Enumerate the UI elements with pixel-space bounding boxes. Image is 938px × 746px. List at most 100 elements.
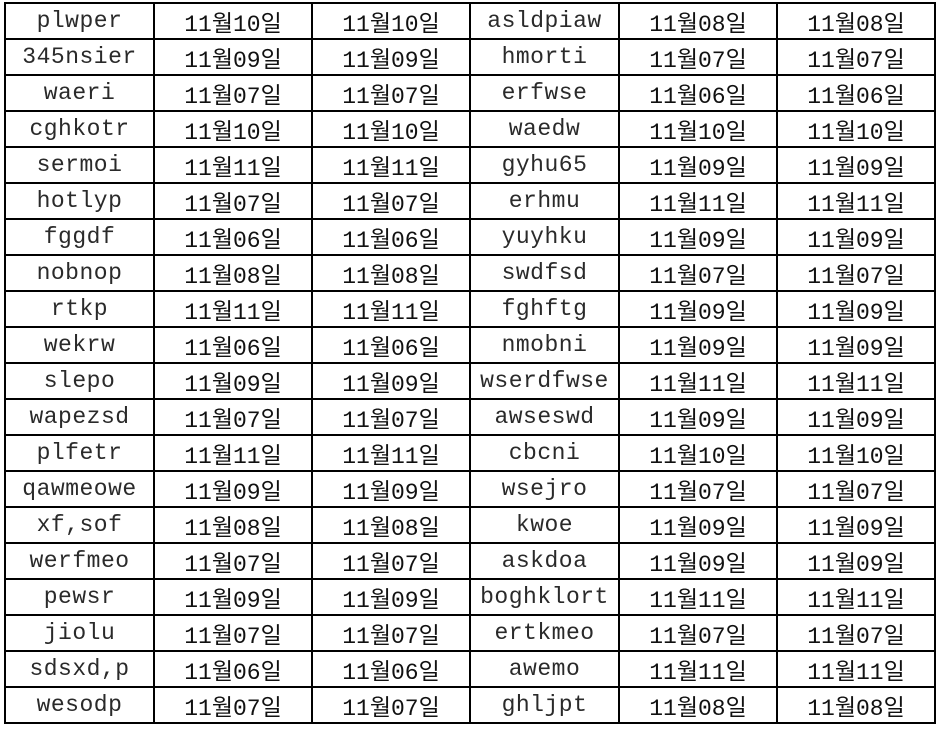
date-cell[interactable]: 11월09일 bbox=[776, 506, 936, 544]
date-cell[interactable]: 11월11일 bbox=[311, 434, 471, 472]
date-cell[interactable]: 11월09일 bbox=[153, 362, 313, 400]
date-cell[interactable]: 11월10일 bbox=[153, 110, 313, 148]
date-cell[interactable]: 11월11일 bbox=[311, 290, 471, 328]
date-cell[interactable]: 11월09일 bbox=[776, 542, 936, 580]
date-cell[interactable]: 11월11일 bbox=[776, 578, 936, 616]
date-cell[interactable]: 11월09일 bbox=[311, 470, 471, 508]
date-cell[interactable]: 11월09일 bbox=[618, 218, 778, 256]
name-cell[interactable]: gyhu65 bbox=[469, 146, 620, 184]
date-cell[interactable]: 11월06일 bbox=[776, 74, 936, 112]
date-cell[interactable]: 11월11일 bbox=[618, 182, 778, 220]
date-cell[interactable]: 11월09일 bbox=[311, 362, 471, 400]
date-cell[interactable]: 11월07일 bbox=[311, 182, 471, 220]
date-cell[interactable]: 11월06일 bbox=[618, 74, 778, 112]
date-cell[interactable]: 11월10일 bbox=[311, 110, 471, 148]
name-cell[interactable]: hotlyp bbox=[4, 182, 155, 220]
name-cell[interactable]: awseswd bbox=[469, 398, 620, 436]
date-cell[interactable]: 11월06일 bbox=[153, 326, 313, 364]
date-cell[interactable]: 11월09일 bbox=[776, 398, 936, 436]
date-cell[interactable]: 11월08일 bbox=[618, 686, 778, 724]
name-cell[interactable]: kwoe bbox=[469, 506, 620, 544]
name-cell[interactable]: cbcni bbox=[469, 434, 620, 472]
date-cell[interactable]: 11월07일 bbox=[618, 254, 778, 292]
date-cell[interactable]: 11월07일 bbox=[776, 38, 936, 76]
name-cell[interactable]: pewsr bbox=[4, 578, 155, 616]
date-cell[interactable]: 11월09일 bbox=[618, 146, 778, 184]
name-cell[interactable]: fghftg bbox=[469, 290, 620, 328]
date-cell[interactable]: 11월08일 bbox=[311, 254, 471, 292]
date-cell[interactable]: 11월11일 bbox=[153, 434, 313, 472]
name-cell[interactable]: ertkmeo bbox=[469, 614, 620, 652]
date-cell[interactable]: 11월07일 bbox=[153, 614, 313, 652]
name-cell[interactable]: wapezsd bbox=[4, 398, 155, 436]
date-cell[interactable]: 11월06일 bbox=[311, 650, 471, 688]
date-cell[interactable]: 11월09일 bbox=[618, 290, 778, 328]
name-cell[interactable]: xf,sof bbox=[4, 506, 155, 544]
date-cell[interactable]: 11월11일 bbox=[618, 578, 778, 616]
date-cell[interactable]: 11월08일 bbox=[311, 506, 471, 544]
name-cell[interactable]: swdfsd bbox=[469, 254, 620, 292]
date-cell[interactable]: 11월06일 bbox=[311, 218, 471, 256]
name-cell[interactable]: boghklort bbox=[469, 578, 620, 616]
date-cell[interactable]: 11월11일 bbox=[618, 362, 778, 400]
name-cell[interactable]: nobnop bbox=[4, 254, 155, 292]
name-cell[interactable]: yuyhku bbox=[469, 218, 620, 256]
name-cell[interactable]: wekrw bbox=[4, 326, 155, 364]
name-cell[interactable]: slepo bbox=[4, 362, 155, 400]
name-cell[interactable]: rtkp bbox=[4, 290, 155, 328]
name-cell[interactable]: jiolu bbox=[4, 614, 155, 652]
date-cell[interactable]: 11월07일 bbox=[153, 182, 313, 220]
date-cell[interactable]: 11월09일 bbox=[153, 470, 313, 508]
date-cell[interactable]: 11월07일 bbox=[311, 398, 471, 436]
name-cell[interactable]: cghkotr bbox=[4, 110, 155, 148]
date-cell[interactable]: 11월10일 bbox=[153, 2, 313, 40]
name-cell[interactable]: waedw bbox=[469, 110, 620, 148]
date-cell[interactable]: 11월07일 bbox=[153, 686, 313, 724]
date-cell[interactable]: 11월10일 bbox=[618, 434, 778, 472]
date-cell[interactable]: 11월09일 bbox=[618, 398, 778, 436]
name-cell[interactable]: nmobni bbox=[469, 326, 620, 364]
name-cell[interactable]: plfetr bbox=[4, 434, 155, 472]
date-cell[interactable]: 11월07일 bbox=[153, 398, 313, 436]
date-cell[interactable]: 11월10일 bbox=[776, 110, 936, 148]
date-cell[interactable]: 11월09일 bbox=[776, 218, 936, 256]
date-cell[interactable]: 11월09일 bbox=[311, 578, 471, 616]
name-cell[interactable]: wserdfwse bbox=[469, 362, 620, 400]
date-cell[interactable]: 11월06일 bbox=[311, 326, 471, 364]
date-cell[interactable]: 11월08일 bbox=[153, 254, 313, 292]
date-cell[interactable]: 11월11일 bbox=[776, 182, 936, 220]
date-cell[interactable]: 11월11일 bbox=[776, 362, 936, 400]
date-cell[interactable]: 11월07일 bbox=[618, 38, 778, 76]
date-cell[interactable]: 11월06일 bbox=[153, 218, 313, 256]
date-cell[interactable]: 11월07일 bbox=[776, 254, 936, 292]
name-cell[interactable]: fggdf bbox=[4, 218, 155, 256]
name-cell[interactable]: erhmu bbox=[469, 182, 620, 220]
date-cell[interactable]: 11월07일 bbox=[311, 686, 471, 724]
name-cell[interactable]: werfmeo bbox=[4, 542, 155, 580]
date-cell[interactable]: 11월07일 bbox=[153, 542, 313, 580]
date-cell[interactable]: 11월11일 bbox=[618, 650, 778, 688]
date-cell[interactable]: 11월07일 bbox=[776, 470, 936, 508]
date-cell[interactable]: 11월07일 bbox=[311, 542, 471, 580]
date-cell[interactable]: 11월09일 bbox=[618, 542, 778, 580]
name-cell[interactable]: asldpiaw bbox=[469, 2, 620, 40]
date-cell[interactable]: 11월08일 bbox=[153, 506, 313, 544]
date-cell[interactable]: 11월11일 bbox=[776, 650, 936, 688]
name-cell[interactable]: hmorti bbox=[469, 38, 620, 76]
date-cell[interactable]: 11월09일 bbox=[153, 38, 313, 76]
name-cell[interactable]: sermoi bbox=[4, 146, 155, 184]
date-cell[interactable]: 11월10일 bbox=[311, 2, 471, 40]
name-cell[interactable]: askdoa bbox=[469, 542, 620, 580]
date-cell[interactable]: 11월07일 bbox=[311, 74, 471, 112]
date-cell[interactable]: 11월07일 bbox=[618, 614, 778, 652]
name-cell[interactable]: erfwse bbox=[469, 74, 620, 112]
date-cell[interactable]: 11월09일 bbox=[776, 290, 936, 328]
date-cell[interactable]: 11월11일 bbox=[311, 146, 471, 184]
date-cell[interactable]: 11월08일 bbox=[776, 686, 936, 724]
date-cell[interactable]: 11월11일 bbox=[153, 146, 313, 184]
date-cell[interactable]: 11월06일 bbox=[153, 650, 313, 688]
date-cell[interactable]: 11월09일 bbox=[776, 326, 936, 364]
date-cell[interactable]: 11월09일 bbox=[776, 146, 936, 184]
name-cell[interactable]: wesodp bbox=[4, 686, 155, 724]
name-cell[interactable]: qawmeowe bbox=[4, 470, 155, 508]
